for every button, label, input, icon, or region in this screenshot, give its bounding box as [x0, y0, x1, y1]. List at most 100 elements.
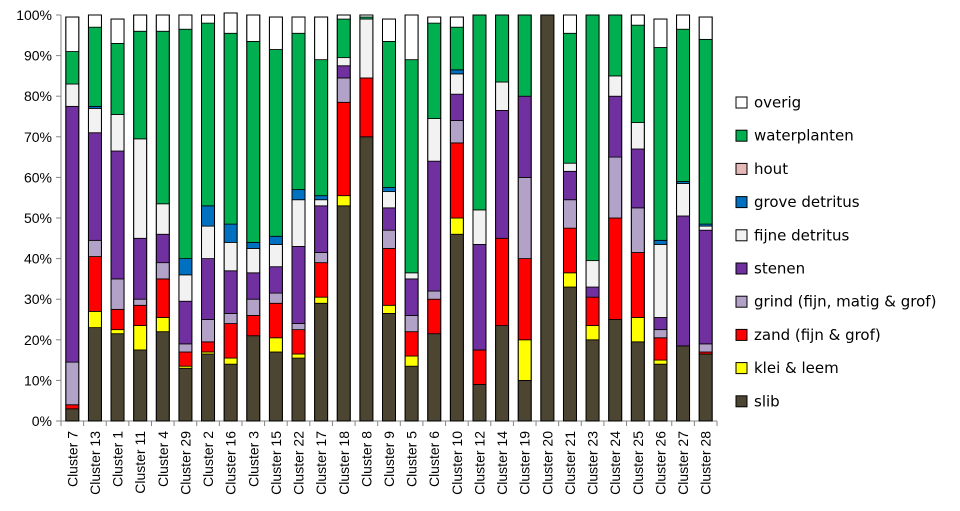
bar-stack: [155, 14, 170, 422]
bar-stack: [449, 16, 464, 422]
bar-segment: [336, 18, 351, 59]
bar-segment: [110, 150, 125, 280]
bar-segment: [155, 203, 170, 235]
legend-swatch: [735, 395, 748, 408]
bar-segment: [314, 296, 329, 304]
bar-stack: [314, 16, 329, 422]
bar-segment: [223, 32, 238, 225]
bar-segment: [201, 353, 215, 422]
y-tick-label: 70%: [24, 129, 52, 145]
bar-segment: [653, 329, 668, 339]
bar-segment: [472, 349, 487, 385]
bar-segment: [155, 317, 170, 333]
bar-segment: [246, 40, 261, 243]
bar-segment: [268, 266, 283, 294]
bar-segment: [698, 229, 713, 345]
legend-label: waterplanten: [754, 127, 854, 145]
bar-segment: [268, 351, 283, 422]
legend-item: fijne detritus: [735, 226, 849, 244]
bar-outline: [291, 16, 306, 422]
bar-segment: [495, 14, 510, 83]
bar-segment: [630, 148, 645, 209]
x-category-label: Cluster 24: [607, 431, 623, 495]
bar-segment: [698, 38, 713, 225]
bar-segment: [404, 365, 419, 422]
bar-segment: [110, 114, 125, 152]
bar-segment: [585, 260, 600, 288]
bar-segment: [336, 57, 351, 67]
bar-segment: [382, 313, 396, 422]
x-category-label: Cluster 9: [381, 431, 397, 487]
bar-segment: [65, 16, 80, 52]
y-tick-label: 10%: [24, 372, 52, 388]
bar-segment: [110, 308, 125, 331]
bar-stack: [382, 18, 396, 422]
bar-segment: [608, 75, 623, 97]
x-category-label: Cluster 7: [64, 431, 80, 487]
bar-stack: [404, 14, 419, 422]
bar-segment: [382, 304, 396, 314]
bar-segment: [517, 95, 532, 178]
bar-segment: [178, 274, 193, 302]
bar-outline: [404, 14, 419, 422]
bar-segment: [65, 404, 80, 410]
bar-segment: [517, 258, 532, 341]
bar-segment: [585, 325, 600, 341]
bar-segment: [630, 24, 645, 123]
x-category-label: Cluster 6: [426, 431, 442, 487]
bar-segment: [65, 83, 80, 107]
bar-segment: [472, 384, 487, 422]
bar-segment: [178, 367, 193, 422]
bar-outline: [517, 14, 532, 422]
bar-stack: [87, 14, 102, 422]
bar-segment: [155, 331, 170, 422]
x-category-label: Cluster 3: [245, 431, 261, 487]
bar-segment: [201, 22, 215, 207]
bar-stack: [65, 16, 80, 422]
bar-segment: [563, 227, 577, 274]
bar-segment: [65, 51, 80, 85]
y-tick-label: 0%: [32, 413, 52, 429]
bar-segment: [404, 278, 419, 316]
bar-stack: [178, 14, 193, 422]
y-tick-label: 100%: [16, 7, 52, 23]
y-tick-label: 90%: [24, 48, 52, 64]
bar-segment: [630, 14, 645, 26]
bar-segment: [88, 239, 102, 257]
bar-stack: [268, 16, 283, 422]
y-tick-label: 60%: [24, 169, 52, 185]
bar-segment: [88, 26, 102, 107]
bar-segment: [449, 142, 464, 219]
legend-item: grove detritus: [735, 193, 860, 211]
bar-segment: [495, 110, 510, 239]
bar-segment: [359, 18, 374, 79]
bar-segment: [427, 160, 442, 292]
bar-segment: [201, 319, 215, 343]
bar-segment: [382, 40, 396, 188]
legend-item: hout: [735, 160, 788, 178]
bar-stack: [110, 18, 125, 422]
bar-stack: [246, 14, 261, 422]
bar-segment: [698, 16, 713, 40]
bar-segment: [291, 32, 306, 190]
bar-segment: [382, 248, 396, 306]
bar-segment: [314, 199, 329, 207]
bar-segment: [178, 14, 193, 30]
x-category-label: Cluster 2: [200, 431, 216, 487]
bar-segment: [449, 233, 464, 422]
x-category-label: Cluster 17: [313, 431, 329, 495]
bar-segment: [653, 239, 668, 245]
bar-segment: [178, 351, 193, 367]
bar-segment: [653, 317, 668, 331]
bar-segment: [133, 30, 148, 140]
x-category-label: Cluster 22: [291, 431, 307, 495]
legend-label: overig: [754, 94, 801, 112]
bar-segment: [246, 335, 261, 422]
x-category-label: Cluster 1: [110, 431, 126, 487]
bar-segment: [246, 298, 261, 316]
bar-stack: [585, 14, 600, 422]
legend-swatch: [735, 328, 748, 341]
bar-segment: [517, 14, 532, 97]
bar-segment: [88, 132, 102, 241]
legend: overig waterplanten hout grove detritus fijn…: [735, 94, 936, 410]
